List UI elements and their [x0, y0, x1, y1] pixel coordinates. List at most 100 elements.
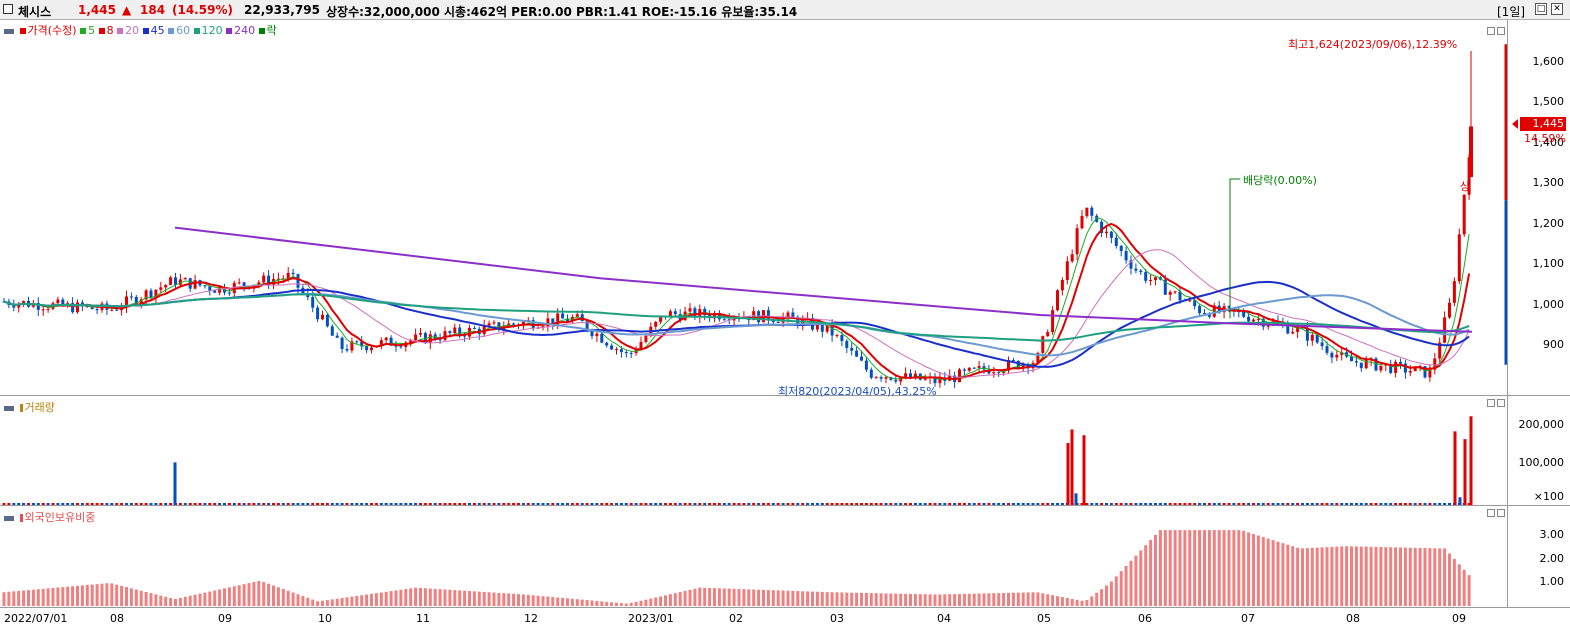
volume-bar: [350, 503, 354, 505]
pane-maximize-button[interactable]: [1497, 509, 1505, 517]
candle-body: [693, 308, 697, 318]
candle-body: [1075, 228, 1079, 255]
foreign-ratio-bar: [864, 592, 868, 606]
chart-canvas[interactable]: [0, 0, 1507, 629]
volume-axis[interactable]: 200,000 100,000 ×100: [1507, 396, 1570, 506]
foreign-ratio-bar: [649, 598, 653, 606]
price-axis[interactable]: 1,600 1,500 1,400 1,300 1,200 1,100 1,00…: [1507, 20, 1570, 396]
volume-bar: [884, 503, 888, 505]
volume-legend: 거래량: [4, 399, 55, 415]
foreign-ratio-bar: [1237, 530, 1241, 606]
candle-body: [860, 356, 863, 361]
volume-bar: [958, 503, 961, 505]
volume-bar: [1002, 503, 1006, 505]
volume-bar: [786, 503, 790, 505]
legend-label-3: 20: [125, 24, 140, 37]
foreign-ratio-bar: [1374, 546, 1378, 606]
foreign-ratio-bar: [884, 593, 888, 606]
pane-minimize-button[interactable]: [1487, 27, 1495, 35]
close-button[interactable]: ✕: [1551, 3, 1563, 15]
pane-minimize-button[interactable]: [1487, 399, 1495, 407]
candle-body: [673, 311, 677, 315]
volume-bar: [629, 503, 633, 505]
foreign-ratio-bar: [722, 588, 726, 606]
foreign-title: 외국인보유비중: [24, 511, 96, 524]
foreign-ratio-bar: [262, 582, 266, 606]
volume-bar: [27, 503, 30, 505]
volume-bar: [1090, 503, 1094, 505]
candle-body: [129, 296, 133, 298]
volume-bar: [1074, 493, 1078, 505]
volume-pane[interactable]: 거래량: [0, 396, 1507, 506]
volume-bar: [1056, 503, 1059, 505]
volume-bar: [110, 503, 114, 505]
volume-bar: [41, 503, 45, 505]
foreign-ratio-bar: [71, 586, 75, 606]
volume-bar: [507, 503, 511, 505]
pane-maximize-button[interactable]: [1497, 27, 1505, 35]
candle-body: [605, 342, 609, 346]
candle-body: [659, 315, 663, 322]
foreign-ratio-bar: [443, 589, 447, 606]
select-checkbox[interactable]: [3, 4, 13, 14]
foreign-ratio-bar: [879, 593, 883, 606]
period-selector[interactable]: [1일]: [1497, 5, 1526, 19]
foreign-ratio-bar: [570, 598, 574, 606]
foreign-ratio-bar: [1060, 597, 1064, 606]
volume-bar: [762, 503, 765, 505]
candle-body: [183, 278, 187, 280]
foreign-ratio-pane[interactable]: 외국인보유비중: [0, 506, 1507, 608]
y-tick: 1,200: [1532, 217, 1565, 230]
volume-bar: [159, 503, 163, 505]
volume-bar: [409, 503, 413, 505]
foreign-ratio-bar: [482, 591, 486, 606]
foreign-ratio-bar: [683, 590, 687, 606]
volume-bar: [727, 503, 731, 505]
foreign-ratio-bar: [1354, 546, 1358, 606]
candle-body: [615, 349, 618, 351]
foreign-ratio-bar: [46, 588, 50, 606]
candle-body: [291, 272, 295, 275]
volume-bar: [1374, 503, 1378, 505]
volume-bar: [1168, 503, 1172, 505]
candle-body: [296, 274, 300, 288]
foreign-ratio-bar: [619, 603, 623, 606]
volume-bar: [1237, 503, 1241, 505]
volume-bar: [1418, 503, 1422, 505]
candle-body: [1315, 334, 1319, 343]
foreign-ratio-bar: [1423, 548, 1427, 606]
foreign-ratio-bar: [174, 598, 177, 606]
volume-bar: [242, 503, 246, 505]
candle-body: [884, 377, 888, 379]
foreign-ratio-bar: [781, 590, 785, 606]
volume-bar: [301, 503, 305, 505]
foreign-ratio-bar: [1384, 547, 1388, 606]
volume-bar: [737, 503, 741, 505]
volume-bar: [1124, 503, 1128, 505]
foreign-ratio-bar: [458, 590, 462, 606]
volume-bar: [1007, 503, 1010, 505]
foreign-axis[interactable]: 3.00 2.00 1.00: [1507, 506, 1570, 608]
foreign-ratio-bar: [1345, 546, 1349, 606]
candle-body: [1325, 346, 1329, 353]
volume-bar: [845, 503, 849, 505]
foreign-ratio-bar: [31, 589, 35, 606]
foreign-ratio-bar: [281, 589, 285, 606]
pane-maximize-button[interactable]: [1497, 399, 1505, 407]
volume-bar: [502, 503, 506, 505]
volume-bar: [120, 503, 124, 505]
volume-bar: [1428, 503, 1432, 505]
price-pane[interactable]: 가격(수정) 5 8 20 45 60 120 240 락: [0, 20, 1507, 396]
pane-minimize-button[interactable]: [1487, 509, 1495, 517]
volume-bar: [365, 503, 369, 505]
ma240-line: [174, 226, 1473, 333]
restore-button[interactable]: □: [1535, 3, 1547, 15]
foreign-ratio-bar: [757, 589, 761, 606]
foreign-ratio-bar: [575, 599, 579, 606]
volume-bar: [1335, 503, 1339, 505]
volume-bar: [1060, 503, 1064, 505]
volume-bar: [1232, 503, 1236, 505]
foreign-ratio-bar: [169, 598, 173, 606]
candle-body: [1085, 207, 1089, 216]
candle-body: [428, 334, 432, 344]
